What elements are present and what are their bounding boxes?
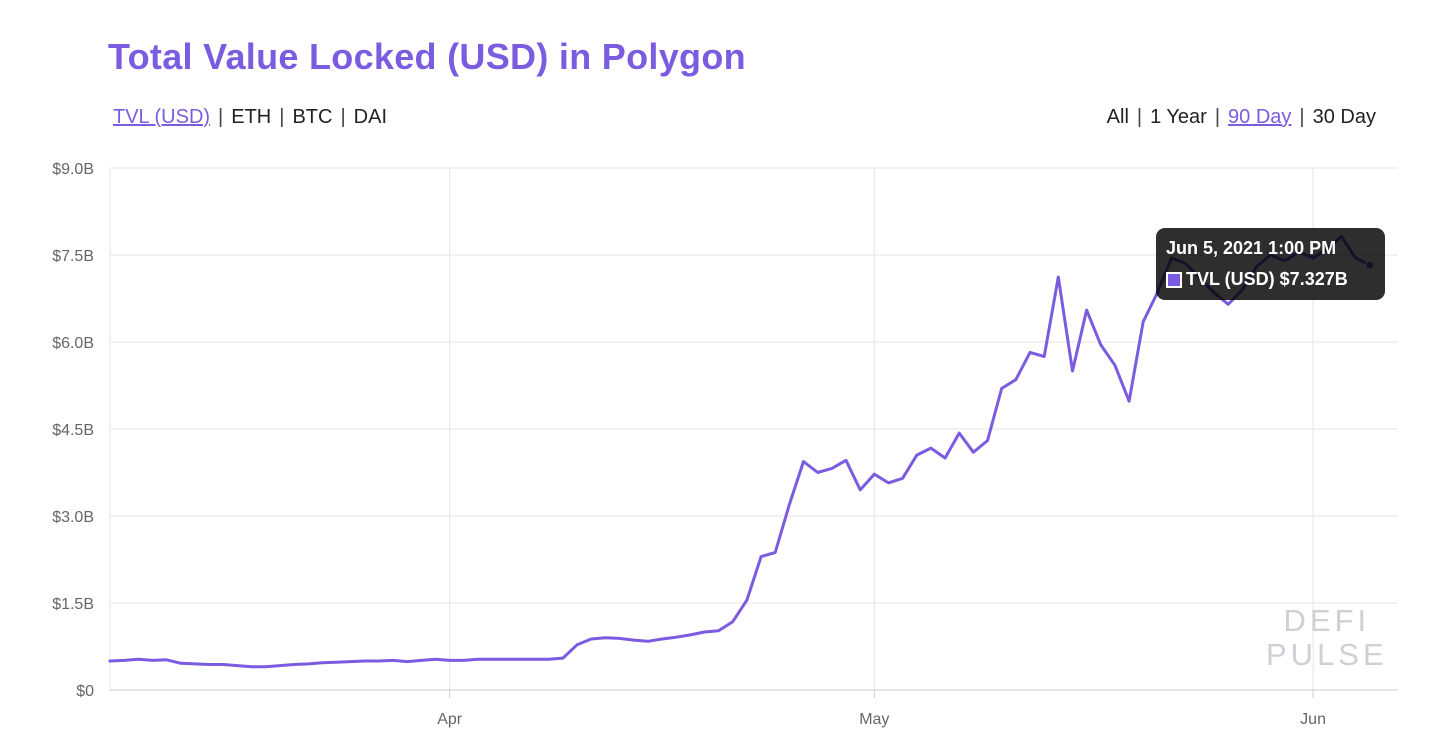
series-line-tvl-usd[interactable] [108,234,1372,669]
separator: | [218,106,224,128]
range-1-year[interactable]: 1 Year [1150,106,1207,128]
watermark-line1: DEFI [1283,603,1371,638]
y-tick-label: $9.0B [52,161,94,178]
separator: | [1214,106,1221,128]
chart-axes: $0 $1.5B $3.0B $4.5B $6.0B $7.5B $9.0B Apr May Ju… [52,161,1398,728]
y-tick-label: $4.5B [52,422,94,439]
chart-grid [109,167,1398,691]
tooltip-series-swatch [1166,271,1182,288]
range-all[interactable]: All [1106,106,1129,128]
range-toggle-group: All | 1 Year | 90 Day | 30 Day [1107,106,1376,129]
metric-eth[interactable]: ETH [231,106,272,128]
y-tick-label: $1.5B [52,596,94,613]
defi-pulse-watermark: DEFI PULSE [1266,604,1388,672]
tooltip-row: TVL (USD) $7.327B [1166,269,1375,290]
separator: | [1136,106,1143,128]
chart-series[interactable] [108,234,1375,669]
metric-btc[interactable]: BTC [292,106,333,128]
tooltip-series-name: TVL (USD) [1186,269,1275,289]
x-tick-label: May [859,711,889,728]
watermark-line2: PULSE [1266,637,1388,672]
metric-toggle-group: TVL (USD) | ETH | BTC | DAI [113,106,387,129]
y-tick-label: $0 [76,683,94,700]
y-tick-label: $6.0B [52,335,94,352]
y-tick-label: $3.0B [52,509,94,526]
separator: | [279,106,285,128]
range-30-day[interactable]: 30 Day [1312,106,1376,128]
y-tick-label: $7.5B [52,248,94,265]
tooltip-date: Jun 5, 2021 1:00 PM [1166,238,1337,258]
range-90-day[interactable]: 90 Day [1228,106,1292,128]
tooltip-value: $7.327B [1279,269,1348,289]
metric-dai[interactable]: DAI [353,106,387,128]
chart-title: Total Value Locked (USD) in Polygon [108,36,746,77]
separator: | [340,106,346,128]
chart-tooltip: Jun 5, 2021 1:00 PM TVL (USD) $7.327B [1156,228,1385,300]
x-tick-label: Jun [1300,711,1326,728]
metric-tvl-usd[interactable]: TVL (USD) [113,106,211,128]
separator: | [1299,106,1305,128]
x-tick-label: Apr [437,711,463,728]
